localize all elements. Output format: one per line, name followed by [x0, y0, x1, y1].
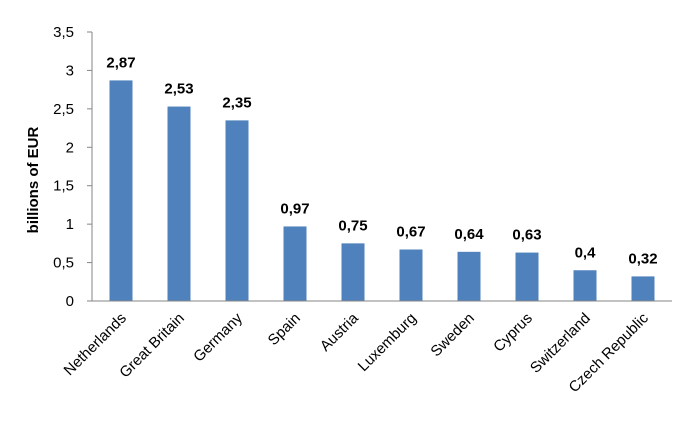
bar	[341, 243, 365, 301]
bar-value-label: 0,32	[628, 250, 657, 267]
bar-value-label: 2,87	[106, 54, 135, 71]
y-tick-label: 0,5	[53, 255, 74, 272]
bar	[283, 226, 307, 301]
bar	[167, 106, 191, 302]
axes	[91, 32, 672, 302]
y-tick-label: 3	[66, 62, 74, 79]
y-tick-label: 1,5	[53, 178, 74, 195]
bar-value-label: 0,63	[512, 227, 541, 244]
bar	[457, 251, 481, 301]
bar-value-label: 0,67	[396, 224, 425, 241]
bar	[573, 270, 597, 301]
x-tick-label: Sweden	[427, 310, 477, 360]
x-tick-label: Cyprus	[490, 310, 536, 356]
x-tick-label: Spain	[265, 310, 304, 349]
bar-value-label: 0,4	[575, 244, 597, 261]
bar	[399, 249, 423, 301]
bar	[225, 120, 249, 301]
bar-value-label: 0,64	[454, 226, 484, 243]
y-tick-label: 0	[66, 293, 74, 310]
y-axis-ticks: 0 0,5 1 1,5 2 2,5 3 3,5	[53, 24, 92, 310]
bar	[631, 276, 655, 301]
x-tick-label: Germany	[190, 309, 246, 365]
bar-value-label: 0,97	[280, 200, 309, 217]
y-tick-label: 2,5	[53, 101, 74, 118]
bar	[109, 80, 133, 301]
y-tick-label: 1	[66, 216, 74, 233]
value-labels: 2,87 2,53 2,35 0,97 0,75 0,67 0,64 0,63 0,4 0,32	[106, 54, 657, 267]
y-tick-label: 3,5	[53, 24, 74, 41]
y-tick-label: 2	[66, 139, 74, 156]
x-tick-label: Luxemburg	[355, 310, 420, 375]
bar-value-label: 2,35	[222, 94, 251, 111]
bar-value-label: 2,53	[164, 81, 193, 98]
x-tick-label: Austria	[317, 309, 362, 354]
bar-value-label: 0,75	[338, 217, 367, 234]
bar	[515, 252, 539, 301]
y-axis-title: billions of EUR	[25, 127, 42, 234]
bars	[109, 80, 655, 302]
